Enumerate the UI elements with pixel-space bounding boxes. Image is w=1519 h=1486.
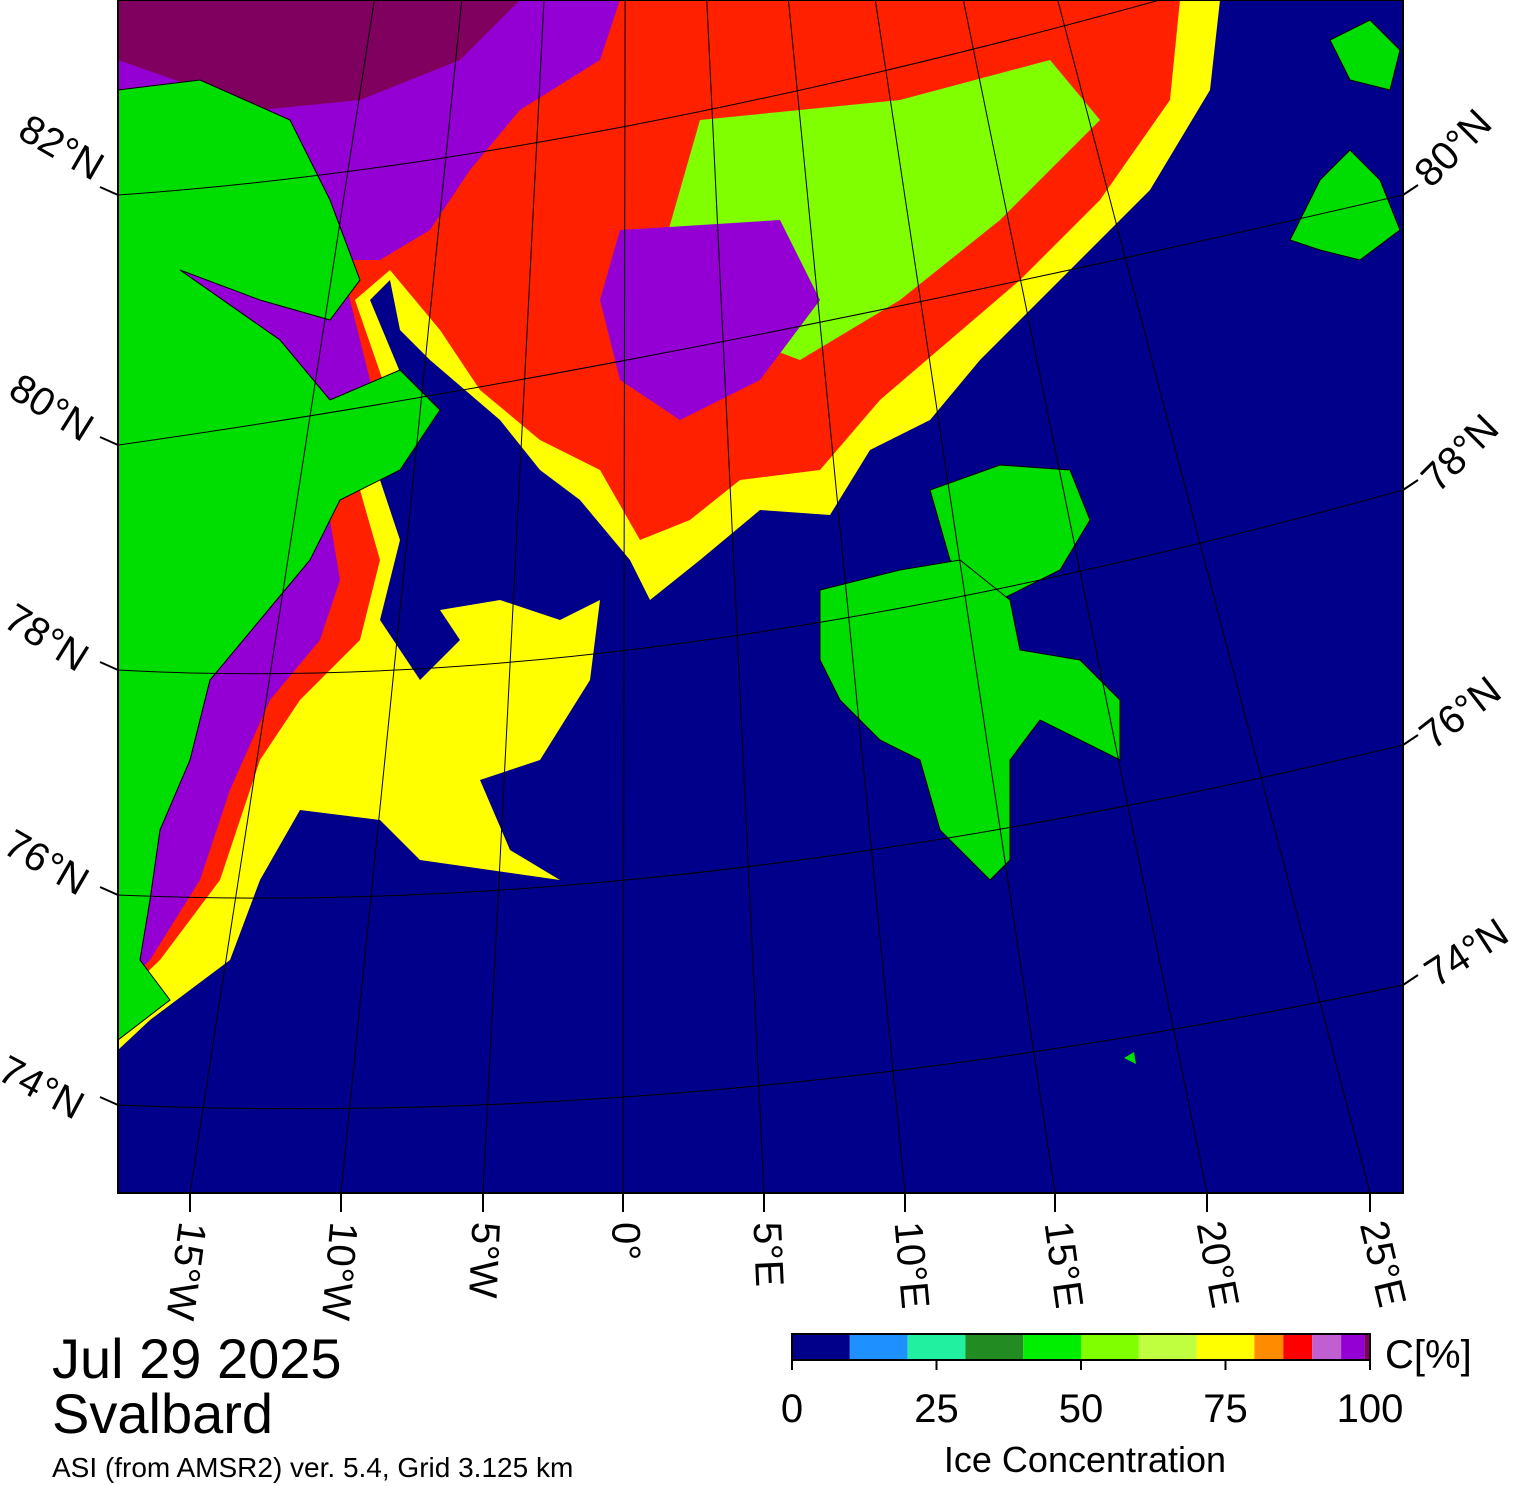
colorbar-tick-label: 75 [1203, 1387, 1248, 1431]
lat-label: 78°N [0, 596, 96, 681]
colorbar-tick-label: 0 [781, 1387, 803, 1431]
colorbar-tick-label: 100 [1337, 1387, 1404, 1431]
lat-tick [1402, 974, 1419, 986]
meridian [962, 0, 1208, 1193]
lat-tick [99, 1096, 119, 1106]
lon-label: 0° [603, 1222, 647, 1260]
lat-label: 80°N [1406, 101, 1500, 195]
lat-label: 76°N [0, 821, 96, 904]
map [118, 0, 1403, 1193]
colorbar-swatch [1364, 1334, 1370, 1360]
lon-label: 5°W [460, 1221, 507, 1299]
meridian [340, 0, 463, 1193]
graticule [118, 0, 1403, 1193]
colorbar-swatch [849, 1334, 908, 1360]
lat-tick [99, 661, 119, 671]
meridian [189, 0, 375, 1193]
colorbar-swatch [1081, 1334, 1139, 1360]
colorbar-swatch [792, 1334, 850, 1360]
lat-tick [99, 886, 119, 896]
lon-label: 25°E [1351, 1216, 1414, 1311]
islands [1329, 19, 1401, 91]
bear-island [1124, 1052, 1136, 1064]
greenland [118, 79, 441, 1041]
region: Svalbard [52, 1382, 273, 1445]
meridian [622, 0, 626, 1193]
colorbar-swatch [1196, 1334, 1255, 1360]
spitsbergen [819, 559, 1121, 881]
meridian [706, 0, 765, 1193]
colorbar: 0 25 50 75 100 C[%] Ice Concentration [781, 1333, 1472, 1480]
lon-label: 20°E [1188, 1218, 1247, 1312]
date: Jul 29 2025 [52, 1327, 342, 1390]
franz-josef-land [1289, 149, 1401, 261]
ice-patch [600, 220, 820, 420]
colorbar-swatch [1283, 1334, 1313, 1360]
colorbar-label: Ice Concentration [944, 1439, 1226, 1480]
map-frame [117, 0, 1404, 1194]
colorbar-swatch [1312, 1334, 1342, 1360]
lat-tick [1402, 479, 1419, 491]
lon-label: 10°E [886, 1220, 938, 1311]
lon-label: 15°E [1036, 1219, 1091, 1311]
lat-tick [1402, 184, 1419, 196]
source: ASI (from AMSR2) ver. 5.4, Grid 3.125 km [52, 1452, 573, 1483]
ice-full-dark [118, 0, 520, 110]
lat-label: 74°N [1417, 910, 1516, 996]
lat-label: 76°N [1412, 668, 1510, 758]
lat-tick [99, 186, 119, 196]
colorbar-unit: C[%] [1385, 1333, 1472, 1377]
colorbar-tick-label: 50 [1059, 1387, 1104, 1431]
meridian [874, 0, 1056, 1193]
meridian [482, 0, 545, 1193]
lat-label: 82°N [12, 106, 111, 189]
lon-label: 15°W [157, 1219, 214, 1323]
colorbar-swatch [1341, 1334, 1365, 1360]
lon-label: 5°E [744, 1221, 791, 1288]
lat-label: 80°N [2, 366, 101, 451]
lat-tick [99, 436, 119, 446]
colorbar-tick-label: 25 [914, 1387, 959, 1431]
colorbar-swatch [965, 1334, 1024, 1360]
colorbar-swatch [1023, 1334, 1081, 1360]
lat-label: 78°N [1413, 406, 1507, 500]
colorbar-swatch [907, 1334, 966, 1360]
lat-tick [1402, 734, 1419, 746]
colorbar-swatch [1254, 1334, 1284, 1360]
colorbar-swatch [1138, 1334, 1197, 1360]
lon-label: 10°W [313, 1220, 366, 1322]
meridian [1057, 0, 1371, 1193]
meridian [787, 0, 906, 1193]
lat-label: 74°N [0, 1047, 91, 1128]
